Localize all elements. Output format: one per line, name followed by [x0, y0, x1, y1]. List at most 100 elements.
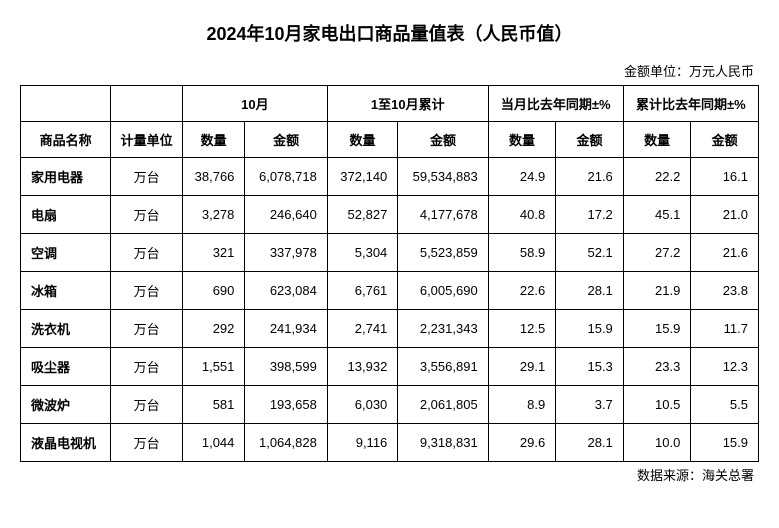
- cell-yoy-amt: 23.8: [691, 272, 759, 310]
- cell-mom-qty: 24.9: [488, 158, 556, 196]
- cell-mom-qty: 12.5: [488, 310, 556, 348]
- cell-ytd-amt: 3,556,891: [398, 348, 488, 386]
- table-row: 冰箱万台690623,0846,7616,005,69022.628.121.9…: [21, 272, 759, 310]
- cell-ytd-qty: 372,140: [327, 158, 397, 196]
- cell-yoy-amt: 12.3: [691, 348, 759, 386]
- cell-oct-amt: 623,084: [245, 272, 327, 310]
- cell-name: 家用电器: [21, 158, 111, 196]
- cell-mom-qty: 29.6: [488, 424, 556, 462]
- header-mom-amt: 金额: [556, 122, 624, 158]
- cell-name: 空调: [21, 234, 111, 272]
- cell-unit: 万台: [111, 424, 183, 462]
- table-row: 电扇万台3,278246,64052,8274,177,67840.817.24…: [21, 196, 759, 234]
- cell-ytd-qty: 52,827: [327, 196, 397, 234]
- cell-unit: 万台: [111, 310, 183, 348]
- cell-mom-amt: 28.1: [556, 424, 624, 462]
- cell-unit: 万台: [111, 386, 183, 424]
- cell-oct-amt: 1,064,828: [245, 424, 327, 462]
- cell-ytd-amt: 5,523,859: [398, 234, 488, 272]
- cell-name: 冰箱: [21, 272, 111, 310]
- header-oct-qty: 数量: [182, 122, 245, 158]
- cell-ytd-amt: 4,177,678: [398, 196, 488, 234]
- cell-mom-amt: 28.1: [556, 272, 624, 310]
- cell-ytd-amt: 9,318,831: [398, 424, 488, 462]
- cell-oct-qty: 581: [182, 386, 245, 424]
- cell-yoy-qty: 10.5: [623, 386, 691, 424]
- table-row: 微波炉万台581193,6586,0302,061,8058.93.710.55…: [21, 386, 759, 424]
- cell-oct-amt: 246,640: [245, 196, 327, 234]
- cell-yoy-amt: 15.9: [691, 424, 759, 462]
- cell-name: 洗衣机: [21, 310, 111, 348]
- cell-mom-amt: 21.6: [556, 158, 624, 196]
- unit-label: 金额单位：万元人民币: [20, 61, 759, 80]
- cell-yoy-qty: 45.1: [623, 196, 691, 234]
- cell-oct-qty: 321: [182, 234, 245, 272]
- cell-yoy-amt: 5.5: [691, 386, 759, 424]
- cell-mom-amt: 15.3: [556, 348, 624, 386]
- cell-yoy-qty: 21.9: [623, 272, 691, 310]
- header-unit: 计量单位: [111, 122, 183, 158]
- cell-yoy-amt: 21.6: [691, 234, 759, 272]
- cell-ytd-qty: 6,761: [327, 272, 397, 310]
- header-oct-amt: 金额: [245, 122, 327, 158]
- page-title: 2024年10月家电出口商品量值表（人民币值）: [20, 20, 759, 46]
- cell-oct-qty: 1,044: [182, 424, 245, 462]
- cell-mom-amt: 15.9: [556, 310, 624, 348]
- cell-oct-qty: 3,278: [182, 196, 245, 234]
- cell-ytd-qty: 5,304: [327, 234, 397, 272]
- header-group-oct: 10月: [182, 86, 327, 122]
- cell-oct-amt: 193,658: [245, 386, 327, 424]
- cell-ytd-amt: 59,534,883: [398, 158, 488, 196]
- cell-mom-qty: 58.9: [488, 234, 556, 272]
- cell-unit: 万台: [111, 234, 183, 272]
- cell-unit: 万台: [111, 158, 183, 196]
- data-table: 10月 1至10月累计 当月比去年同期±% 累计比去年同期±% 商品名称 计量单…: [20, 85, 759, 462]
- cell-name: 液晶电视机: [21, 424, 111, 462]
- cell-oct-amt: 398,599: [245, 348, 327, 386]
- cell-yoy-amt: 11.7: [691, 310, 759, 348]
- cell-mom-amt: 17.2: [556, 196, 624, 234]
- cell-mom-qty: 8.9: [488, 386, 556, 424]
- cell-ytd-qty: 9,116: [327, 424, 397, 462]
- table-row: 空调万台321337,9785,3045,523,85958.952.127.2…: [21, 234, 759, 272]
- cell-oct-qty: 690: [182, 272, 245, 310]
- data-source: 数据来源：海关总署: [20, 465, 759, 484]
- cell-ytd-qty: 6,030: [327, 386, 397, 424]
- cell-mom-amt: 3.7: [556, 386, 624, 424]
- cell-oct-amt: 241,934: [245, 310, 327, 348]
- cell-name: 微波炉: [21, 386, 111, 424]
- header-name: 商品名称: [21, 122, 111, 158]
- cell-ytd-amt: 2,231,343: [398, 310, 488, 348]
- header-ytd-amt: 金额: [398, 122, 488, 158]
- table-row: 液晶电视机万台1,0441,064,8289,1169,318,83129.62…: [21, 424, 759, 462]
- cell-yoy-qty: 23.3: [623, 348, 691, 386]
- cell-mom-amt: 52.1: [556, 234, 624, 272]
- header-blank-2: [111, 86, 183, 122]
- cell-mom-qty: 29.1: [488, 348, 556, 386]
- cell-ytd-qty: 2,741: [327, 310, 397, 348]
- cell-ytd-amt: 6,005,690: [398, 272, 488, 310]
- header-row-1: 10月 1至10月累计 当月比去年同期±% 累计比去年同期±%: [21, 86, 759, 122]
- header-yoy-amt: 金额: [691, 122, 759, 158]
- cell-mom-qty: 40.8: [488, 196, 556, 234]
- cell-yoy-qty: 27.2: [623, 234, 691, 272]
- cell-oct-qty: 292: [182, 310, 245, 348]
- cell-ytd-amt: 2,061,805: [398, 386, 488, 424]
- cell-unit: 万台: [111, 348, 183, 386]
- cell-unit: 万台: [111, 196, 183, 234]
- cell-mom-qty: 22.6: [488, 272, 556, 310]
- cell-yoy-amt: 21.0: [691, 196, 759, 234]
- cell-name: 电扇: [21, 196, 111, 234]
- cell-yoy-amt: 16.1: [691, 158, 759, 196]
- header-ytd-qty: 数量: [327, 122, 397, 158]
- cell-ytd-qty: 13,932: [327, 348, 397, 386]
- header-group-ytd: 1至10月累计: [327, 86, 488, 122]
- header-yoy-qty: 数量: [623, 122, 691, 158]
- table-row: 吸尘器万台1,551398,59913,9323,556,89129.115.3…: [21, 348, 759, 386]
- header-row-2: 商品名称 计量单位 数量 金额 数量 金额 数量 金额 数量 金额: [21, 122, 759, 158]
- cell-yoy-qty: 15.9: [623, 310, 691, 348]
- cell-name: 吸尘器: [21, 348, 111, 386]
- cell-oct-qty: 38,766: [182, 158, 245, 196]
- cell-oct-amt: 6,078,718: [245, 158, 327, 196]
- table-row: 家用电器万台38,7666,078,718372,14059,534,88324…: [21, 158, 759, 196]
